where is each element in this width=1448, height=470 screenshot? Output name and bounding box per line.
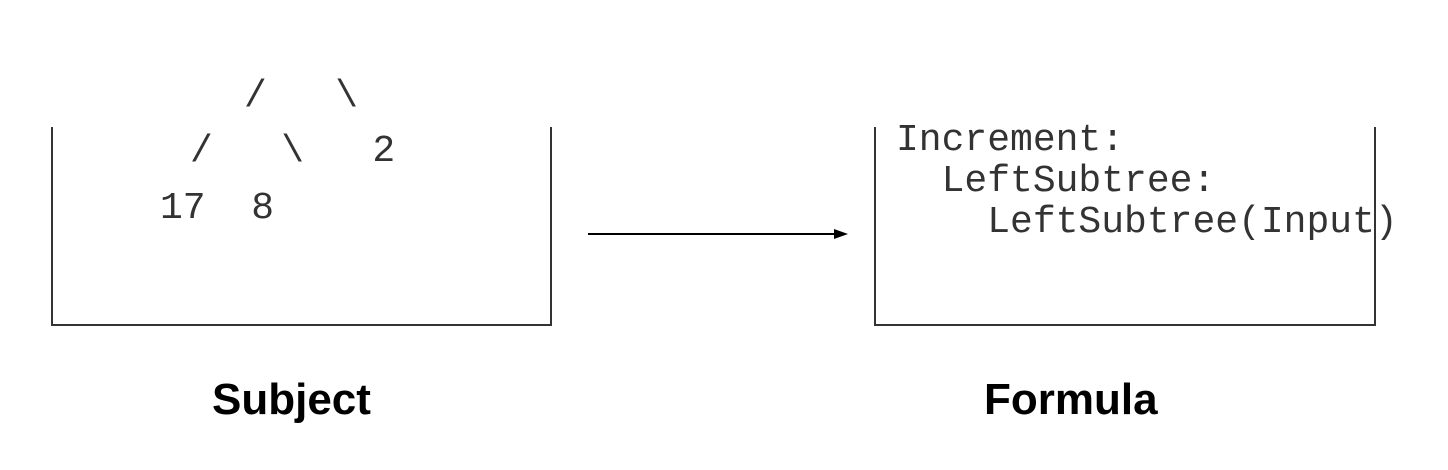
tree-line-1: / \ bbox=[244, 75, 359, 118]
tree-line-2: / \ 2 bbox=[190, 130, 396, 173]
subject-label: Subject bbox=[212, 375, 371, 424]
formula-line-3: LeftSubtree(Input) bbox=[896, 201, 1398, 244]
formula-label: Formula bbox=[984, 375, 1158, 424]
subject-bin bbox=[51, 127, 552, 326]
tree-line-3: 17 8 bbox=[160, 187, 275, 230]
formula-line-1: Increment: bbox=[896, 119, 1125, 162]
formula-line-2: LeftSubtree: bbox=[896, 160, 1216, 203]
formula-bin bbox=[874, 127, 1376, 326]
